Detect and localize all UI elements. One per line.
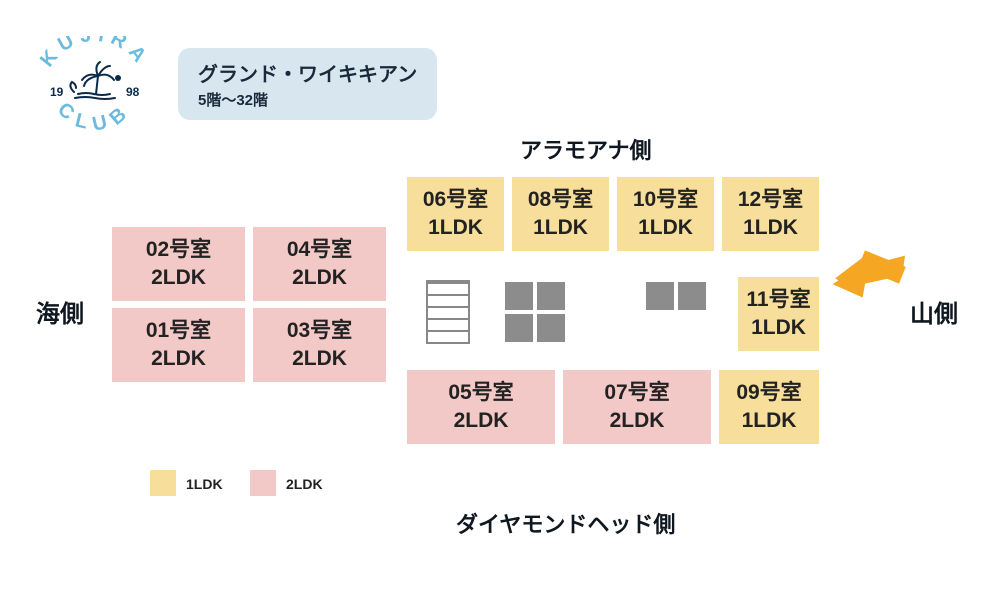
- dir-top: アラモアナ側: [520, 133, 652, 165]
- room-05-num: 05号室: [448, 380, 513, 406]
- logo-bottom-text: CLUB: [53, 98, 136, 136]
- room-09-type: 1LDK: [742, 408, 797, 434]
- room-04: 04号室 2LDK: [251, 225, 388, 303]
- room-03: 03号室 2LDK: [251, 306, 388, 384]
- room-07-num: 07号室: [604, 380, 669, 406]
- stair-icon: [426, 280, 470, 344]
- room-12: 12号室 1LDK: [720, 175, 821, 253]
- header-title: グランド・ワイキキアン: [198, 58, 417, 87]
- elevator-icon: [505, 282, 533, 310]
- room-02: 02号室 2LDK: [110, 225, 247, 303]
- room-08-type: 1LDK: [533, 215, 588, 241]
- arrow-icon: [830, 235, 910, 305]
- room-10: 10号室 1LDK: [615, 175, 716, 253]
- room-10-type: 1LDK: [638, 215, 693, 241]
- dir-bottom: ダイヤモンドヘッド側: [456, 507, 675, 539]
- room-01: 01号室 2LDK: [110, 306, 247, 384]
- logo: KUJIRA CLUB 19 98: [30, 36, 160, 146]
- elevator-icon: [646, 282, 674, 310]
- room-11-num: 11号室: [746, 287, 810, 313]
- legend-1ldk-label: 1LDK: [186, 476, 223, 492]
- logo-top-text: KUJIRA: [36, 36, 154, 71]
- header-badge: グランド・ワイキキアン 5階〜32階: [178, 48, 437, 120]
- room-01-num: 01号室: [146, 318, 211, 344]
- logo-year-left: 19: [50, 85, 64, 99]
- logo-year-right: 98: [126, 85, 140, 99]
- room-05: 05号室 2LDK: [405, 368, 557, 446]
- room-08-num: 08号室: [528, 187, 593, 213]
- room-03-num: 03号室: [287, 318, 352, 344]
- header-subtitle: 5階〜32階: [198, 89, 417, 110]
- room-11-type: 1LDK: [751, 315, 806, 341]
- room-05-type: 2LDK: [454, 408, 509, 434]
- room-10-num: 10号室: [633, 187, 698, 213]
- svg-text:KUJIRA: KUJIRA: [36, 36, 154, 71]
- room-07-type: 2LDK: [610, 408, 665, 434]
- room-06-type: 1LDK: [428, 215, 483, 241]
- room-11: 11号室 1LDK: [736, 275, 821, 353]
- elevator-icon: [505, 314, 533, 342]
- legend-2ldk-label: 2LDK: [286, 476, 323, 492]
- room-04-type: 2LDK: [292, 265, 347, 291]
- room-02-num: 02号室: [146, 237, 211, 263]
- room-09-num: 09号室: [736, 380, 801, 406]
- dir-left: 海側: [36, 294, 84, 329]
- svg-text:CLUB: CLUB: [53, 98, 136, 136]
- room-01-type: 2LDK: [151, 346, 206, 372]
- room-09: 09号室 1LDK: [717, 368, 821, 446]
- legend-1ldk-swatch: [150, 470, 176, 496]
- legend-2ldk-swatch: [250, 470, 276, 496]
- room-03-type: 2LDK: [292, 346, 347, 372]
- room-02-type: 2LDK: [151, 265, 206, 291]
- dir-right: 山側: [910, 294, 958, 329]
- elevator-icon: [537, 314, 565, 342]
- room-07: 07号室 2LDK: [561, 368, 713, 446]
- room-06: 06号室 1LDK: [405, 175, 506, 253]
- room-12-num: 12号室: [738, 187, 803, 213]
- elevator-icon: [678, 282, 706, 310]
- room-12-type: 1LDK: [743, 215, 798, 241]
- room-04-num: 04号室: [287, 237, 352, 263]
- stage: KUJIRA CLUB 19 98: [0, 0, 1000, 597]
- logo-svg: KUJIRA CLUB 19 98: [30, 36, 160, 146]
- elevator-icon: [537, 282, 565, 310]
- room-06-num: 06号室: [423, 187, 488, 213]
- room-08: 08号室 1LDK: [510, 175, 611, 253]
